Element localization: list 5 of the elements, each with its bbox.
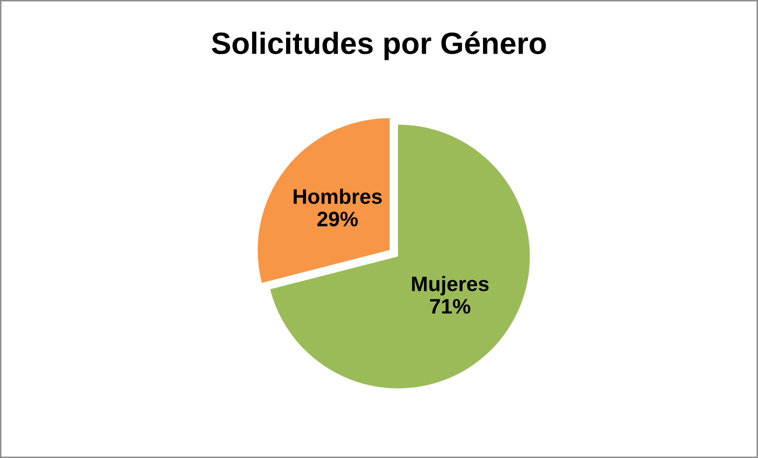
data-label: 29% bbox=[317, 212, 358, 226]
slice-label: Hombres bbox=[294, 188, 382, 204]
data-label: 71% bbox=[430, 299, 470, 314]
chart-title: Solicitudes por Género bbox=[212, 31, 546, 60]
slice-label: Mujeres bbox=[412, 276, 489, 296]
